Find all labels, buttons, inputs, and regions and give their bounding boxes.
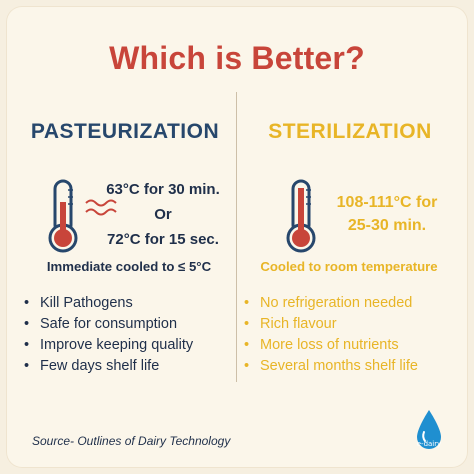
sterilization-temperature: 108-111°C for 25-30 min. xyxy=(312,191,462,237)
pasteurization-temperature: 63°C for 30 min. Or 72°C for 15 sec. xyxy=(88,177,238,252)
list-item: Safe for consumption xyxy=(24,314,193,335)
temp-line-2: 25-30 min. xyxy=(347,217,427,234)
pasteurization-heading: PASTEURIZATION xyxy=(30,120,220,143)
infographic-card xyxy=(6,6,468,468)
thermometer-icon xyxy=(46,178,80,259)
list-item: Kill Pathogens xyxy=(24,293,193,314)
page-title: Which is Better? xyxy=(109,40,365,76)
sterilization-benefits-list: No refrigeration needed Rich flavour Mor… xyxy=(244,293,418,377)
temp-or: Or xyxy=(154,206,172,223)
list-item: Several months shelf life xyxy=(244,356,418,377)
list-item: Rich flavour xyxy=(244,314,418,335)
thermometer-icon xyxy=(284,178,318,259)
column-divider xyxy=(236,92,237,382)
list-item: Improve keeping quality xyxy=(24,335,193,356)
temp-line-1: 108-111°C for xyxy=(336,194,438,211)
sterilization-heading: STERILIZATION xyxy=(268,120,432,143)
sterilization-cooling: Cooled to room temperature xyxy=(260,259,438,274)
source-caption: Source- Outlines of Dairy Technology xyxy=(32,434,231,448)
temp-option-1: 63°C for 30 min. xyxy=(106,181,220,198)
logo-text: e-dairy xyxy=(416,440,442,448)
pasteurization-cooling: Immediate cooled to ≤ 5°C xyxy=(46,259,212,274)
temp-option-2: 72°C for 15 sec. xyxy=(107,231,219,248)
pasteurization-benefits-list: Kill Pathogens Safe for consumption Impr… xyxy=(24,293,193,377)
list-item: Few days shelf life xyxy=(24,356,193,377)
water-drop-logo-icon xyxy=(414,408,444,457)
heat-waves-icon xyxy=(84,197,122,224)
list-item: No refrigeration needed xyxy=(244,293,418,314)
list-item: More loss of nutrients xyxy=(244,335,418,356)
